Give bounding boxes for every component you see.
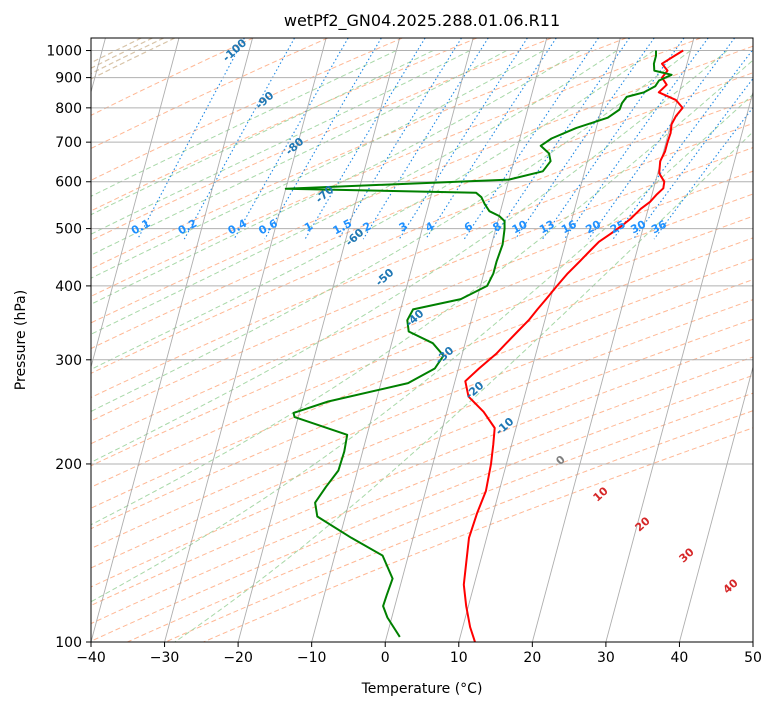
y-tick-label: 400 [55, 279, 82, 295]
isotherm-line [458, 38, 621, 642]
plot-frame [90, 37, 754, 643]
dry-adiabat [91, 38, 701, 297]
isotherm-line [164, 38, 327, 642]
mixing-ratio-line [542, 38, 685, 240]
moist-adiabat [91, 50, 507, 256]
y-tick-label: 700 [55, 135, 82, 151]
moist-adiabat [91, 50, 618, 335]
moist-adiabat [91, 93, 753, 603]
mixing-ratio-line [264, 38, 382, 240]
x-tick-label: 10 [450, 650, 468, 666]
isotherm-line [679, 365, 753, 642]
isotherm-line [311, 38, 474, 642]
dry-adiabat [91, 279, 753, 550]
moist-adiabat [91, 50, 397, 197]
y-tick-label: 1000 [46, 44, 82, 60]
x-tick-label: 40 [671, 650, 689, 666]
mixing-ratio-label: 30 [628, 218, 648, 237]
skewed-isotherms [91, 38, 753, 642]
mixing-ratio-line [398, 38, 528, 240]
mixing-ratio-label: 20 [583, 218, 603, 237]
plot-area: 0.1 0.2 0.4 0.6 1 1.5 2 3 4 6 8 10 13 16 20 25 30 36-100-… [91, 38, 753, 642]
mixing-ratio-line [304, 38, 426, 240]
moist-adiabat [91, 50, 691, 413]
y-tick-label: 100 [55, 635, 82, 651]
isotherm-line [384, 38, 548, 642]
x-tick-label: 30 [597, 650, 615, 666]
isotherm-line [605, 90, 753, 642]
x-tick-label: 20 [523, 650, 541, 666]
dry-adiabat [91, 356, 753, 625]
x-tick-label: −10 [297, 650, 327, 666]
moist-adiabat [91, 50, 728, 463]
isotherm-line [531, 38, 695, 642]
dry-adiabat [91, 258, 753, 530]
mixing-ratio-line [233, 38, 349, 240]
sounding-traces [284, 49, 684, 642]
moist-adiabat [91, 50, 471, 235]
mixing-ratio-line [137, 38, 245, 240]
moist-adiabat [91, 50, 434, 216]
x-tick-label: −30 [150, 650, 180, 666]
dry-adiabat [91, 237, 753, 509]
dry-adiabat [91, 299, 753, 569]
dry-adiabat [91, 97, 753, 374]
y-tick-label: 800 [55, 101, 82, 117]
dry-adiabats [91, 38, 753, 642]
mixing-ratio-label: 13 [537, 218, 557, 237]
mixing-ratio-line [183, 38, 295, 240]
temperature-trace [462, 49, 684, 642]
mixing-ratio-line [563, 38, 709, 240]
mixing-ratio-line [514, 38, 655, 240]
y-tick-label: 200 [55, 457, 82, 473]
isobar-grid [91, 50, 753, 642]
y-tick-label: 500 [55, 222, 82, 238]
y-axis-label: Pressure (hPa) [13, 290, 29, 390]
dewpoint-trace [284, 50, 673, 638]
isotherm-line [91, 38, 253, 642]
x-tick-label: 50 [744, 650, 762, 666]
isotherm-line [237, 38, 401, 642]
dry-adiabat [203, 427, 753, 642]
x-axis-label: Temperature (°C) [361, 681, 483, 697]
chart-title: wetPf2_GN04.2025.288.01.06.R11 [284, 11, 560, 31]
mixing-ratio-line [612, 48, 753, 240]
dry-adiabat [91, 193, 753, 467]
x-tick-label: 0 [381, 650, 390, 666]
dry-adiabat [91, 72, 753, 350]
dry-adiabat [91, 147, 753, 422]
mixing-ratio-label: 36 [649, 218, 669, 237]
y-tick-label: 600 [55, 175, 82, 191]
isotherm-line [91, 38, 180, 369]
moist-adiabat [91, 50, 544, 279]
dry-adiabat [91, 38, 552, 241]
mixing-ratio-label: 10 [510, 218, 530, 237]
x-tick-label: −40 [76, 650, 106, 666]
mixing-ratio-label: 16 [559, 218, 579, 237]
x-axis: −40 −30 −20 −10 0 10 20 30 40 50 [76, 642, 762, 666]
y-tick-label: 900 [55, 71, 82, 87]
dry-adiabat [91, 215, 753, 488]
dry-adiabat [91, 337, 753, 606]
y-axis: 100 200 300 400 500 600 700 800 900 1000 [46, 44, 91, 651]
dry-adiabat [165, 410, 753, 642]
mixing-ratio-label: 25 [608, 218, 628, 237]
mixing-ratio-line [362, 38, 489, 240]
moist-adiabat [174, 131, 753, 642]
dry-adiabat [91, 122, 753, 399]
dry-adiabat [91, 45, 753, 324]
moist-adiabats [91, 50, 753, 642]
x-tick-label: −20 [223, 650, 253, 666]
moist-adiabat [91, 50, 655, 371]
moist-adiabat [91, 50, 581, 305]
y-tick-label: 300 [55, 353, 82, 369]
mixing-ratio-line [338, 38, 462, 240]
